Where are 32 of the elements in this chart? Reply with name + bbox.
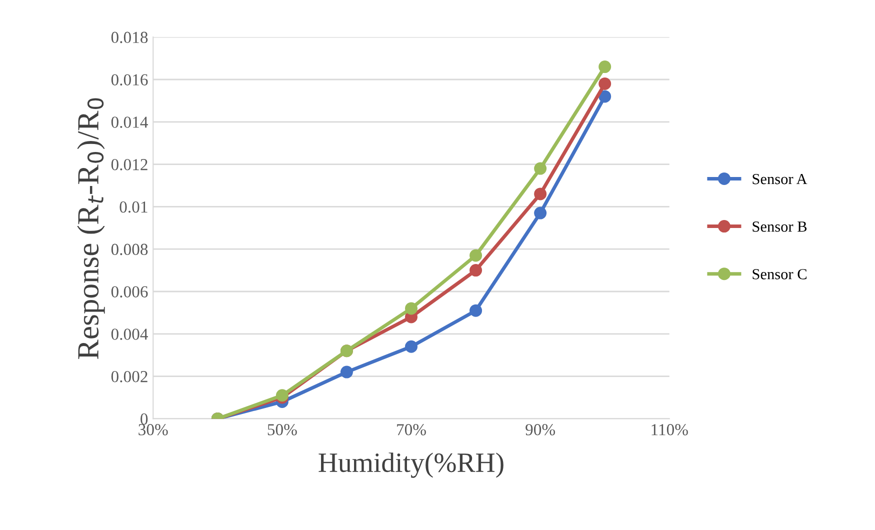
point xyxy=(534,188,547,200)
x-tick-label: 70% xyxy=(397,424,426,436)
legend-label: Sensor A xyxy=(752,174,808,184)
y-tick-label: 0.012 xyxy=(111,159,148,170)
y-tick-label: 0.01 xyxy=(120,201,148,213)
point xyxy=(405,302,418,315)
point xyxy=(534,206,547,220)
point xyxy=(470,249,482,262)
point xyxy=(598,77,612,90)
y-tick-label: 0.004 xyxy=(111,328,148,340)
point xyxy=(598,90,612,103)
legend-label: Sensor B xyxy=(752,222,807,232)
y-tick-label: 0.006 xyxy=(111,286,148,298)
point xyxy=(470,304,482,317)
point xyxy=(340,366,353,378)
y-tick-label: 0.016 xyxy=(111,74,148,86)
y-tick-label: 0.002 xyxy=(111,371,148,382)
legend-label: Sensor C xyxy=(752,269,806,280)
point xyxy=(598,60,612,74)
x-tick-label: 90% xyxy=(526,424,556,436)
y-tick-label: 0.008 xyxy=(111,244,148,256)
point xyxy=(534,162,547,175)
x-tick-label: 50% xyxy=(268,424,297,436)
y-axis-title: Response (R$_{t}$-R$_{0}$)/R$_{0}$ xyxy=(77,98,105,360)
x-tick-label: 30% xyxy=(138,424,168,436)
x-axis-title: Humidity(%RH) xyxy=(318,452,504,478)
point xyxy=(470,264,482,277)
y-tick-label: 0.018 xyxy=(111,32,148,44)
point xyxy=(405,340,418,353)
x-tick-label: 110% xyxy=(652,424,688,436)
y-tick-label: 0 xyxy=(140,413,148,425)
y-tick-label: 0.014 xyxy=(111,116,148,128)
